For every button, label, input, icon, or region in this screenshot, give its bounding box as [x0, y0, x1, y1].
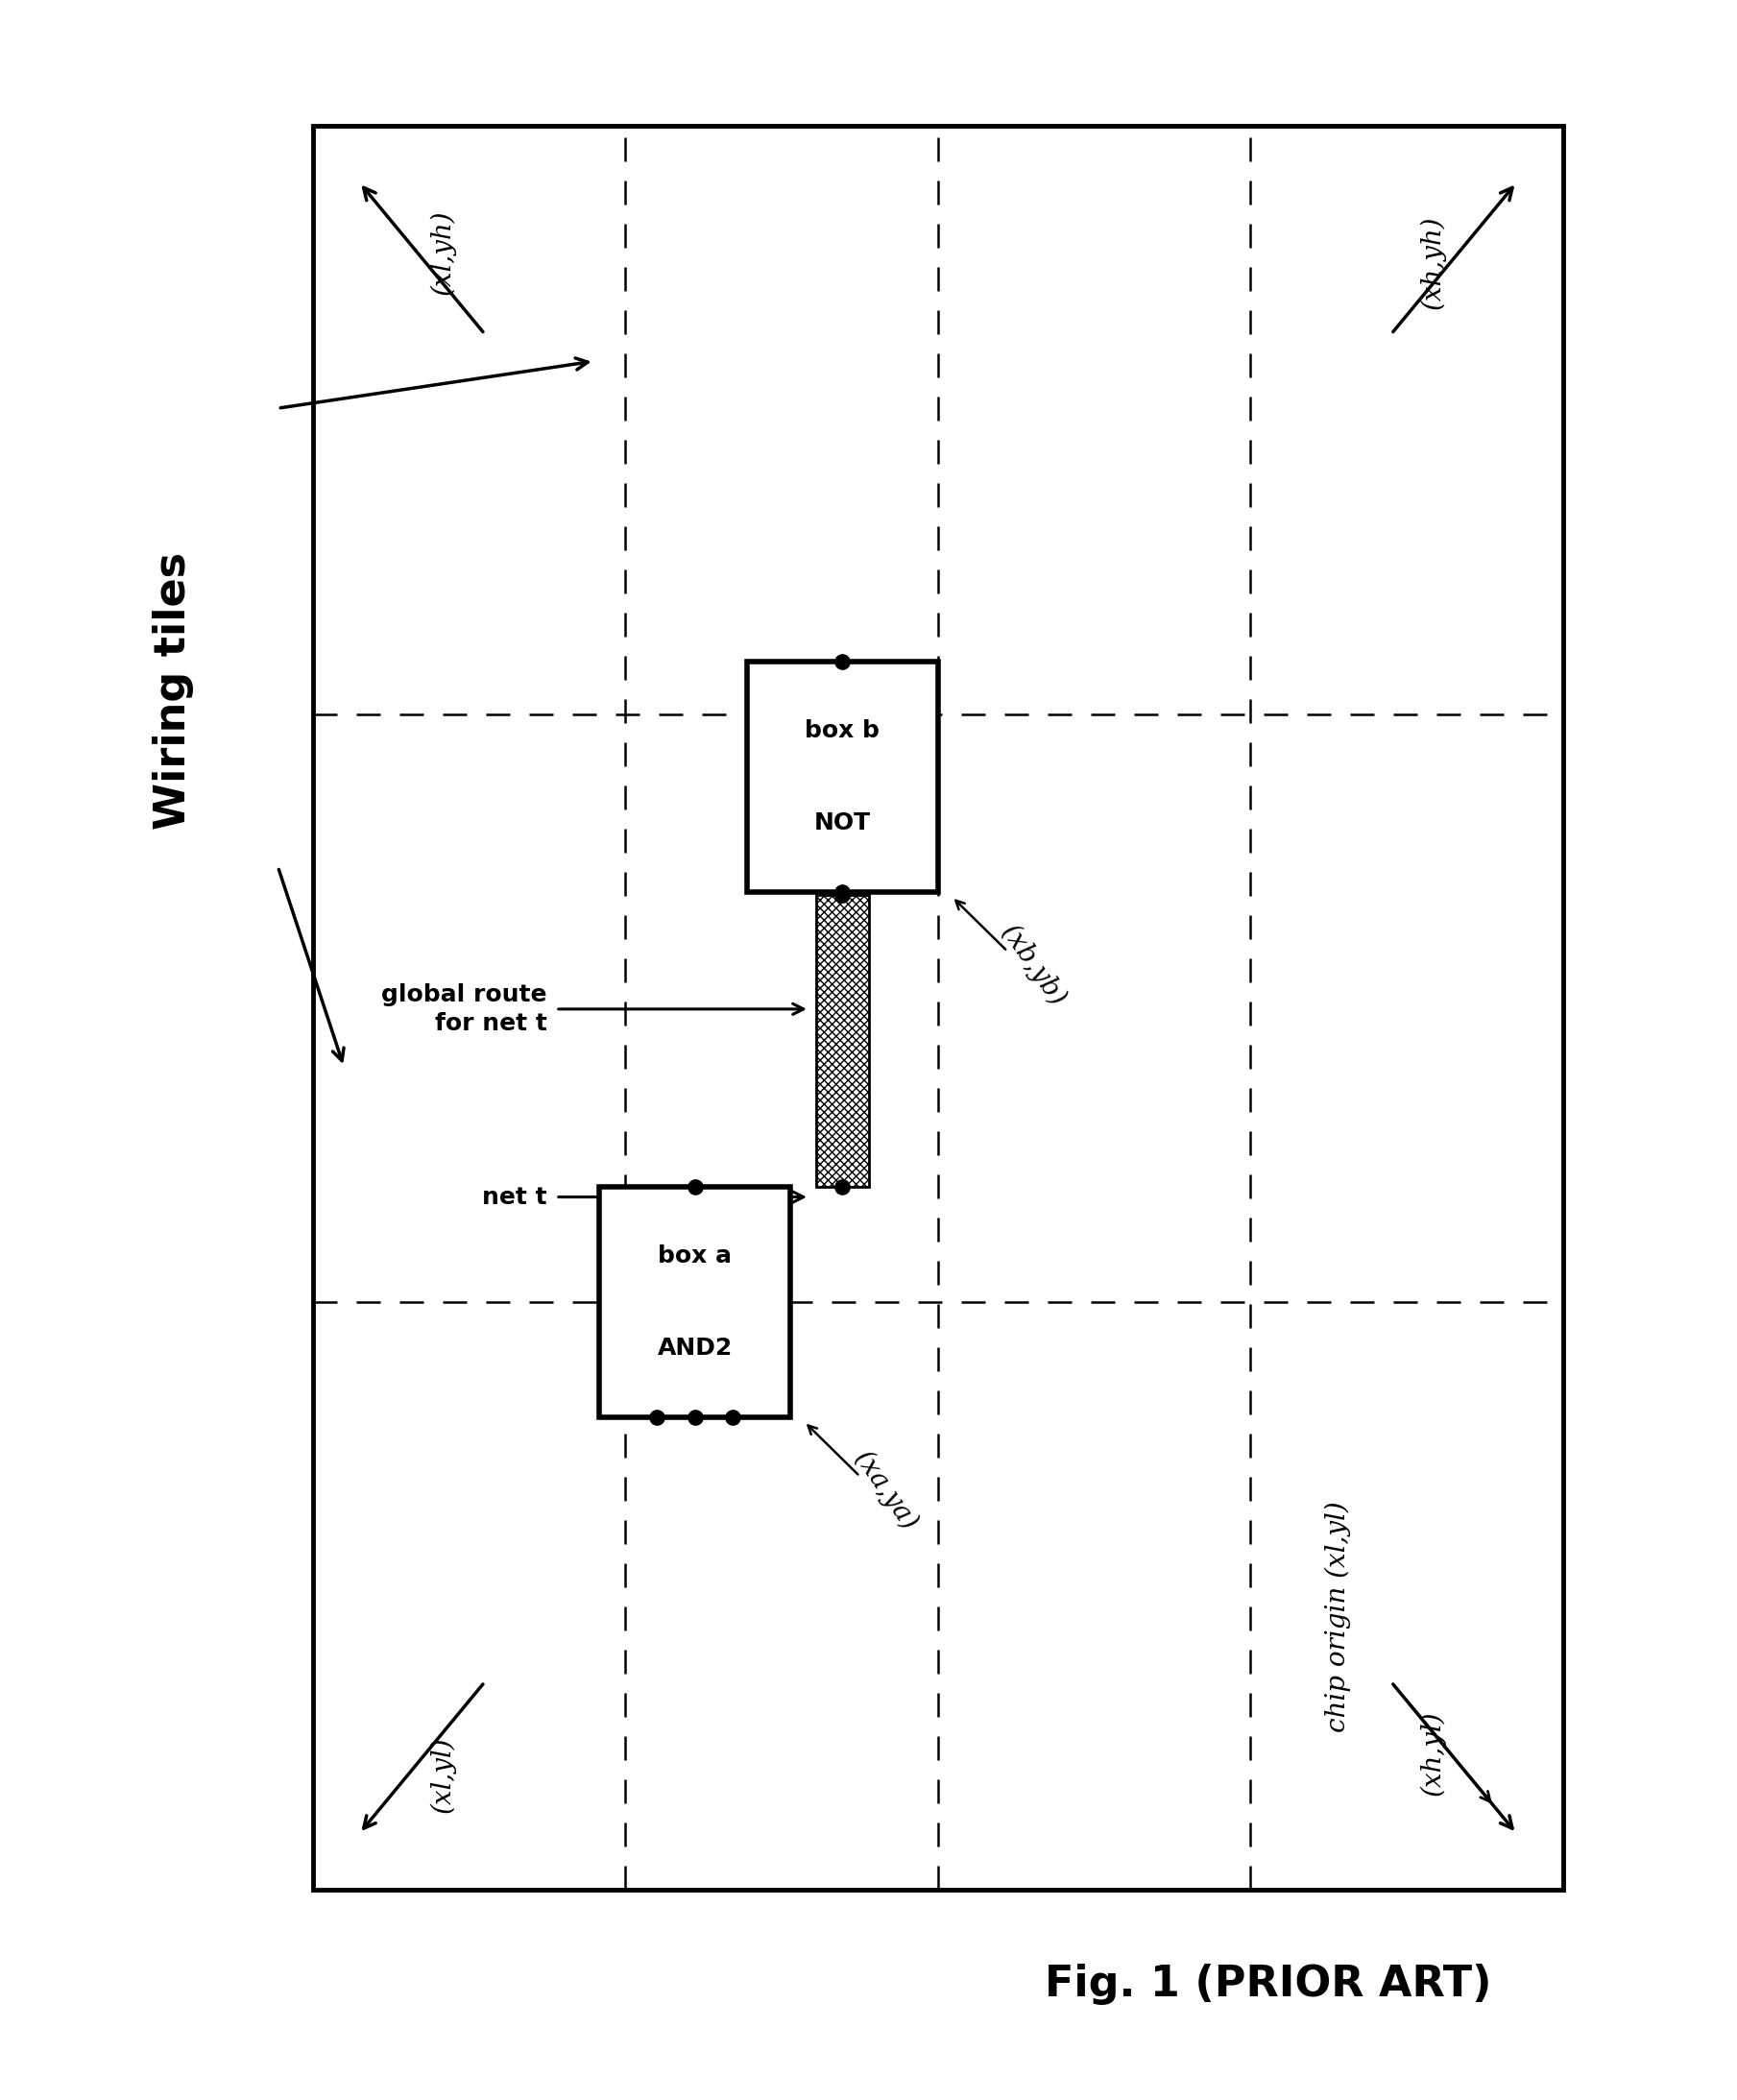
Text: Fig. 1 (PRIOR ART): Fig. 1 (PRIOR ART): [1044, 1964, 1492, 2006]
Bar: [816, 895, 868, 1186]
Bar: [747, 662, 938, 892]
Text: AND2: AND2: [657, 1338, 733, 1359]
Text: (xh,yh): (xh,yh): [1419, 216, 1447, 309]
Text: box b: box b: [804, 720, 881, 741]
Text: (xb,yb): (xb,yb): [995, 920, 1072, 1012]
Text: box a: box a: [658, 1245, 731, 1266]
Text: (xh,yl): (xh,yl): [1419, 1712, 1447, 1796]
Bar: [599, 1186, 790, 1418]
Text: (xl,yh): (xl,yh): [429, 210, 457, 294]
Text: global route
for net t: global route for net t: [382, 983, 547, 1035]
Text: chip origin (xl,yl): chip origin (xl,yl): [1324, 1502, 1351, 1732]
Text: net t: net t: [483, 1186, 547, 1208]
Text: (xl,yl): (xl,yl): [429, 1737, 457, 1812]
Text: NOT: NOT: [815, 813, 870, 834]
Text: (xa,ya): (xa,ya): [849, 1447, 922, 1535]
Bar: [313, 126, 1563, 1890]
Text: Wiring tiles: Wiring tiles: [153, 552, 195, 830]
